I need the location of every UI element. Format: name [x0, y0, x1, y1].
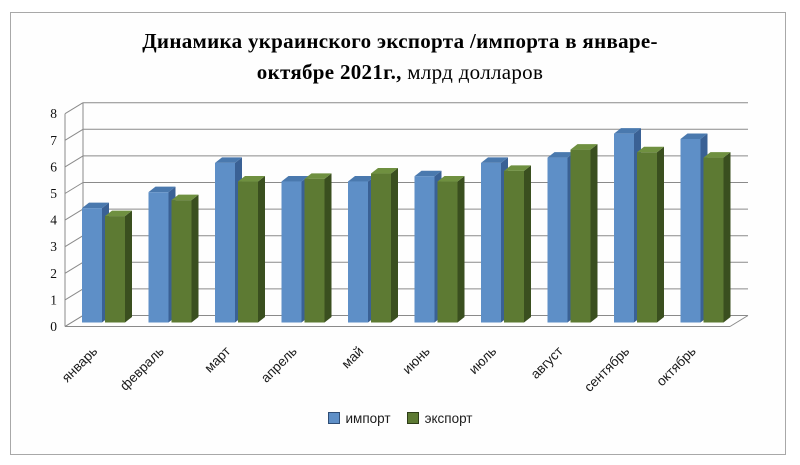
экспорт-bar-top — [238, 176, 265, 182]
экспорт-bar-top — [304, 173, 332, 179]
импорт-bar — [82, 208, 102, 323]
legend-item-import: импорт — [327, 410, 391, 426]
legend-label-export: экспорт — [424, 410, 473, 426]
экспорт-bar — [371, 173, 391, 323]
экспорт-bar — [171, 200, 192, 323]
экспорт-bar-top — [570, 144, 598, 150]
x-category-label: март — [201, 344, 233, 376]
chart-title-line1: Динамика украинского экспорта /импорта в… — [142, 29, 658, 53]
x-category-label: июнь — [400, 344, 433, 377]
экспорт-bar-top — [637, 146, 664, 153]
y-tick-label: 5 — [50, 186, 57, 201]
экспорт-bar-top — [371, 168, 398, 174]
экспорт-bar-top — [703, 152, 731, 158]
y-tick-label: 1 — [50, 292, 57, 307]
y-tick-mark — [64, 288, 84, 301]
floor-left-edge — [64, 315, 84, 327]
экспорт-bar — [437, 181, 458, 323]
экспорт-bar — [570, 149, 591, 323]
импорт-bar — [547, 157, 568, 323]
импорт-bar-top — [148, 186, 176, 193]
chart-title-line2-bold: октябре 2021г., — [256, 60, 402, 84]
y-tick-mark — [64, 128, 84, 141]
экспорт-bar — [304, 178, 325, 323]
y-tick-mark — [64, 155, 84, 168]
экспорт-bar-side — [524, 165, 531, 323]
экспорт-bar-side — [723, 152, 731, 323]
импорт-bar-top — [481, 157, 508, 163]
chart-title-line2-regular: млрд долларов — [401, 60, 544, 84]
экспорт-bar — [105, 216, 125, 323]
x-category-label: октябрь — [653, 344, 698, 389]
экспорт-bar-side — [191, 194, 199, 323]
y-tick-label: 7 — [50, 133, 57, 148]
x-category-label: сентябрь — [581, 344, 632, 395]
импорт-bar-top — [215, 157, 242, 163]
y-tick-label: 2 — [50, 266, 57, 281]
экспорт-bar — [238, 181, 258, 323]
legend-label-import: импорт — [345, 410, 391, 426]
импорт-bar — [148, 192, 169, 323]
x-category-label: июль — [466, 344, 499, 377]
x-category-label: август — [528, 344, 566, 382]
chart-legend: импорт экспорт — [0, 407, 800, 429]
экспорт-bar — [504, 170, 524, 323]
экспорт-bar-top — [171, 194, 199, 201]
y-tick-mark — [64, 235, 84, 248]
экспорт-bar-side — [258, 176, 265, 323]
y-tick-mark — [64, 208, 84, 221]
экспорт-bar — [637, 152, 657, 323]
y-tick-mark — [64, 261, 84, 274]
y-tick-label: 4 — [50, 213, 57, 228]
импорт-bar-top — [680, 133, 708, 139]
legend-item-export: экспорт — [406, 410, 473, 426]
экспорт-bar-side — [657, 146, 664, 323]
импорт-bar-top — [82, 202, 109, 209]
x-category-label: январь — [59, 344, 101, 386]
экспорт-bar-side — [324, 173, 332, 323]
экспорт-bar-top — [105, 210, 132, 217]
импорт-bar — [614, 133, 634, 323]
импорт-bar — [348, 181, 368, 323]
chart-title-line2: октябре 2021г., млрд долларов — [0, 57, 800, 88]
экспорт-bar-side — [590, 144, 598, 323]
экспорт-bar — [703, 157, 724, 323]
экспорт-bar-side — [125, 210, 132, 323]
export-color-swatch — [406, 412, 419, 424]
экспорт-bar-top — [437, 176, 465, 182]
экспорт-bar-side — [391, 168, 398, 323]
y-tick-label: 8 — [50, 106, 57, 121]
импорт-bar — [281, 181, 302, 323]
y-tick-mark — [64, 102, 84, 115]
экспорт-bar-side — [457, 176, 465, 323]
импорт-bar-top — [547, 152, 575, 158]
import-color-swatch — [327, 412, 340, 424]
импорт-bar-top — [281, 176, 309, 182]
импорт-bar — [414, 176, 435, 323]
экспорт-bar-top — [504, 165, 531, 171]
импорт-bar — [215, 162, 235, 323]
импорт-bar-top — [348, 176, 375, 182]
импорт-bar-top — [614, 128, 641, 134]
y-tick-mark — [64, 182, 84, 194]
импорт-bar — [481, 162, 501, 323]
импорт-bar — [680, 138, 701, 323]
y-tick-label: 0 — [50, 319, 57, 334]
x-category-label: апрель — [258, 344, 300, 386]
floor-right-edge — [729, 315, 749, 327]
y-tick-label: 3 — [50, 239, 57, 254]
chart-title: Динамика украинского экспорта /импорта в… — [0, 26, 800, 88]
x-category-label: май — [339, 344, 367, 372]
импорт-bar-top — [414, 170, 442, 177]
y-tick-label: 6 — [50, 159, 57, 174]
x-category-label: февраль — [117, 344, 167, 394]
